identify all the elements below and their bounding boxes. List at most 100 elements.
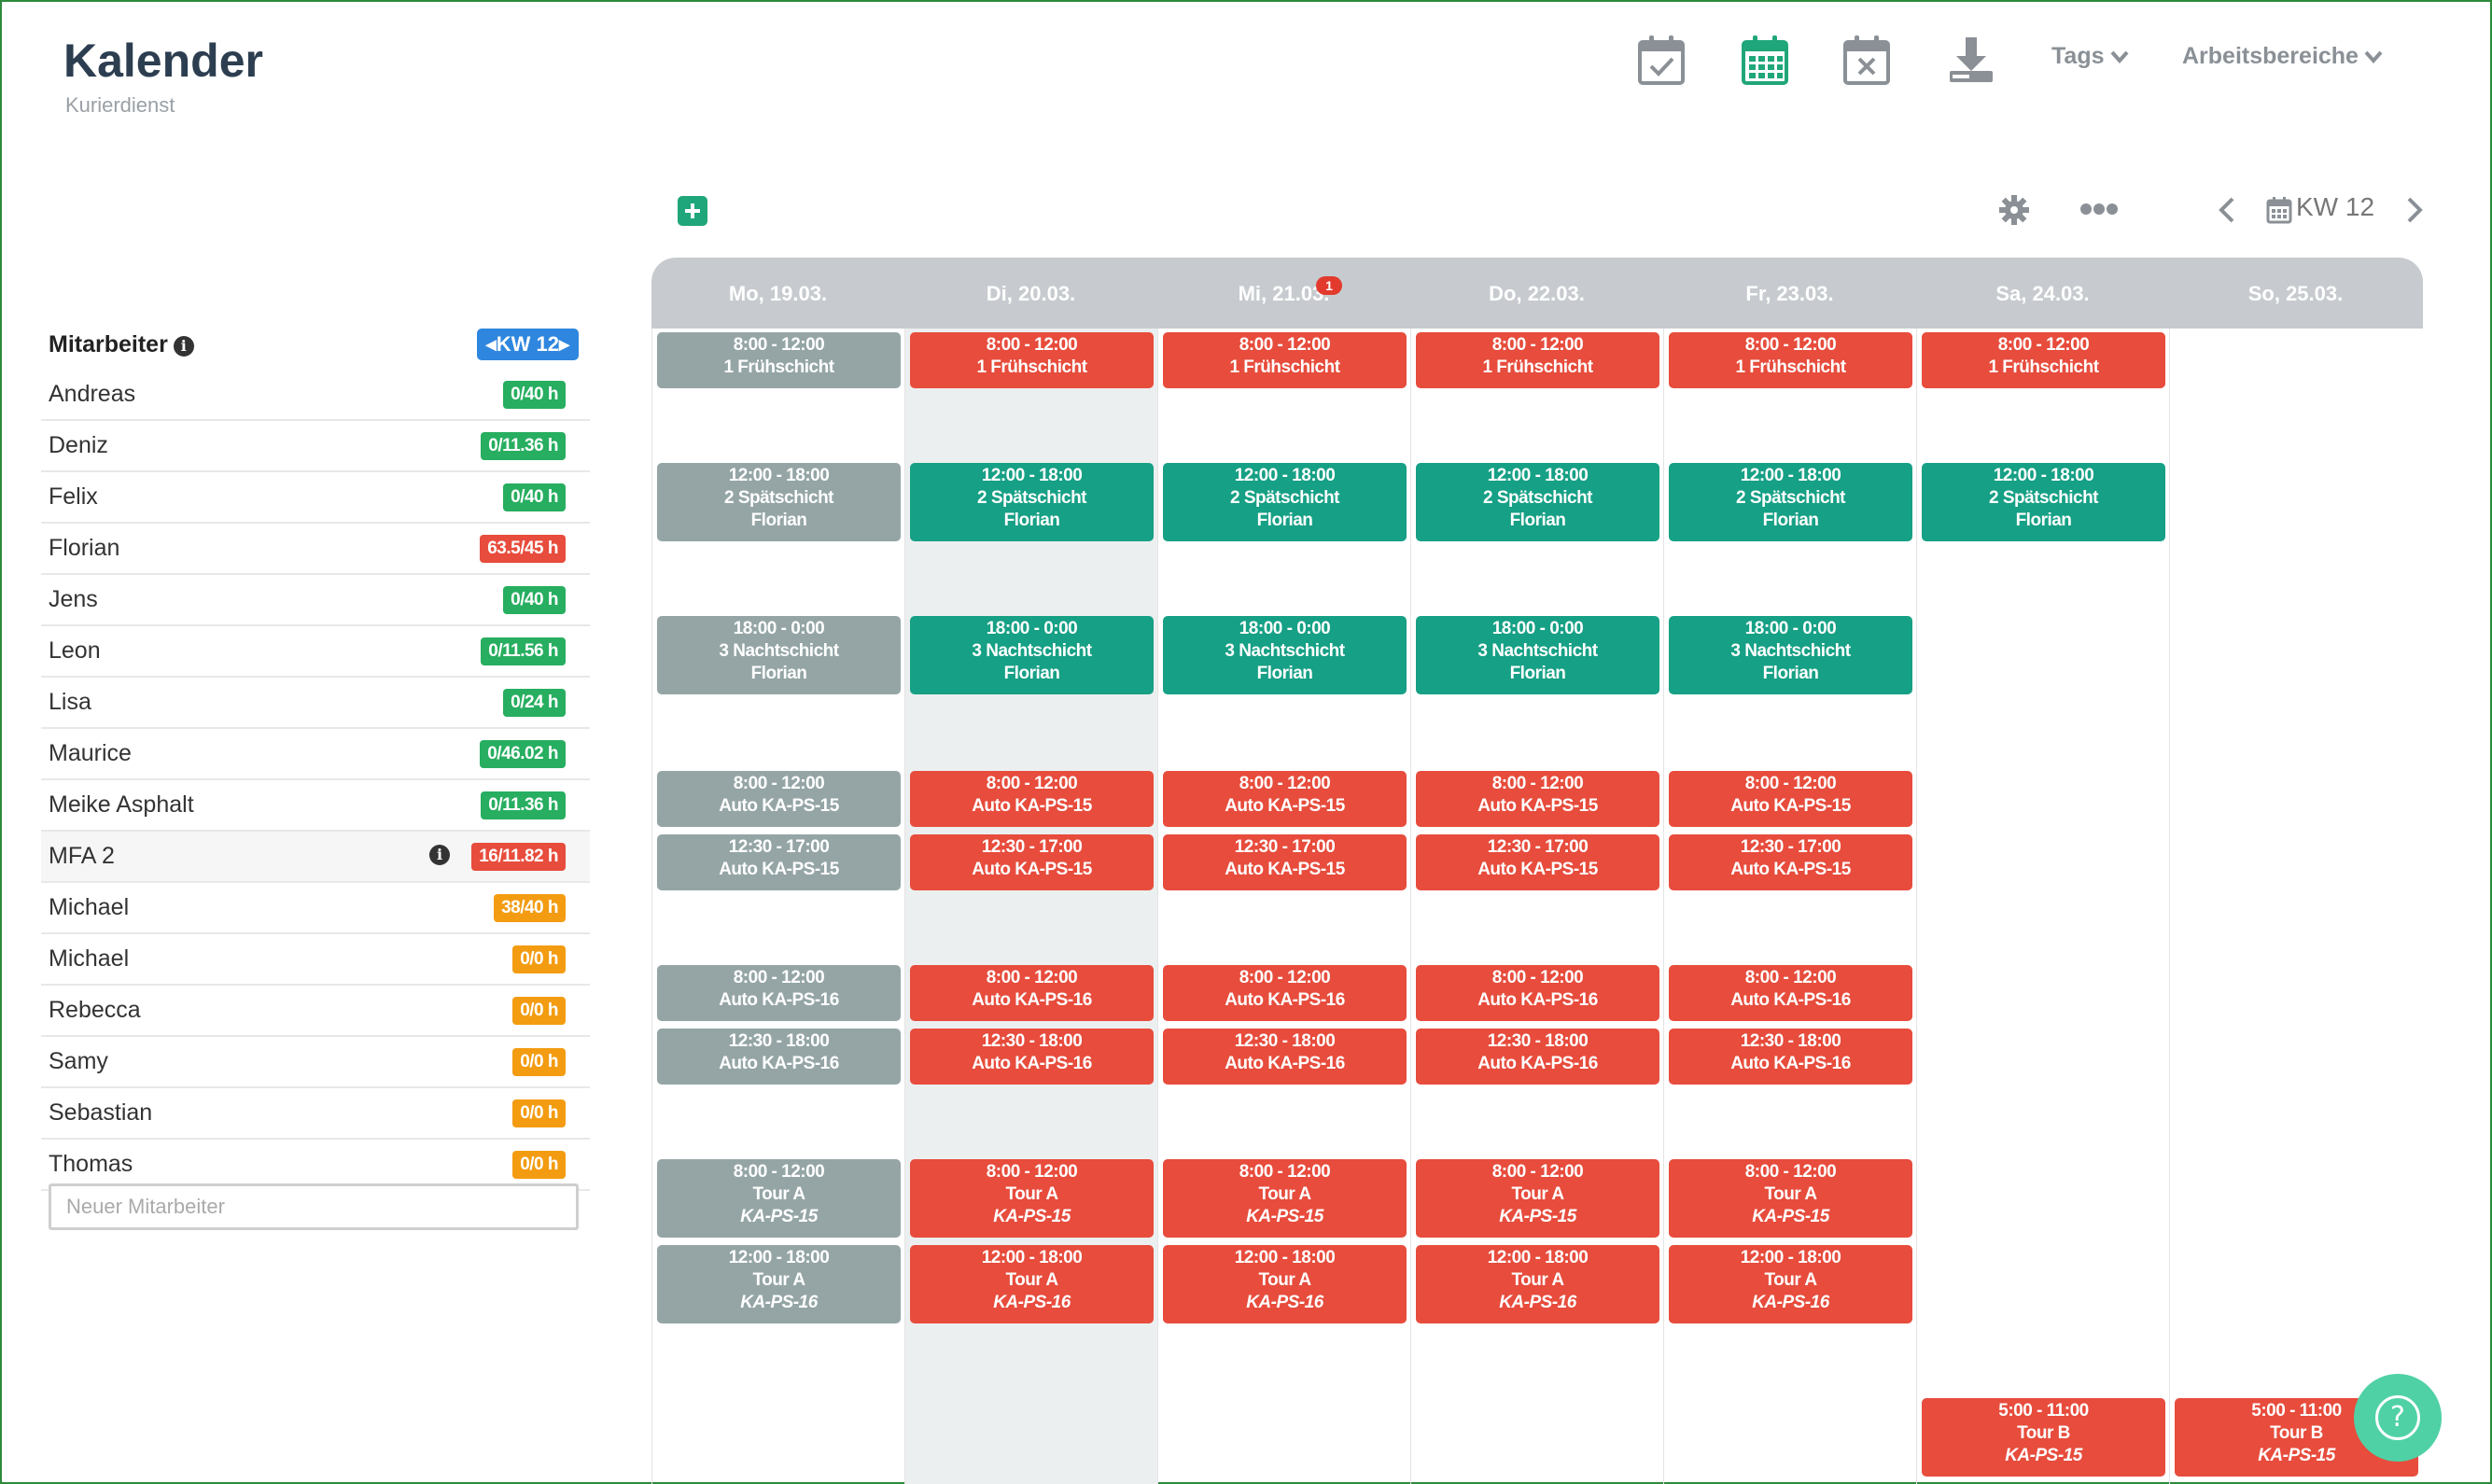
employee-name: Meike Asphalt <box>49 791 194 818</box>
shift-block[interactable]: 18:00 - 0:00 3 Nachtschicht Florian <box>910 616 1154 694</box>
employee-row[interactable]: Sebastian 0/0 h <box>41 1088 590 1140</box>
employee-row[interactable]: Felix 0/40 h <box>41 472 590 524</box>
day-column[interactable] <box>1916 329 2169 1484</box>
chevron-left-icon[interactable] <box>2217 196 2237 224</box>
shift-block[interactable]: 18:00 - 0:00 3 Nachtschicht Florian <box>657 616 901 694</box>
shift-block[interactable]: 8:00 - 12:00 Auto KA-PS-16 <box>1416 965 1659 1021</box>
day-column[interactable] <box>1410 329 1663 1484</box>
day-column[interactable] <box>1663 329 1916 1484</box>
shift-block[interactable]: 12:30 - 17:00 Auto KA-PS-15 <box>910 834 1154 890</box>
employee-row[interactable]: MFA 2 i 16/11.82 h <box>41 832 590 883</box>
shift-name: Auto KA-PS-16 <box>1477 990 1598 1010</box>
day-column[interactable] <box>1157 329 1410 1484</box>
day-header[interactable]: Mi, 21.03. <box>1238 282 1330 305</box>
shift-block[interactable]: 8:00 - 12:00 Auto KA-PS-15 <box>1163 771 1407 827</box>
calendar-check-icon[interactable] <box>1637 34 1686 86</box>
shift-block[interactable]: 12:00 - 18:00 2 Spätschicht Florian <box>1669 463 1912 541</box>
shift-block[interactable]: 8:00 - 12:00 1 Frühschicht <box>910 332 1154 388</box>
employee-row[interactable]: Michael 0/0 h <box>41 934 590 986</box>
day-header[interactable]: So, 25.03. <box>2247 282 2344 305</box>
shift-block[interactable]: 8:00 - 12:00 Auto KA-PS-15 <box>1416 771 1659 827</box>
shift-block[interactable]: 8:00 - 12:00 Auto KA-PS-16 <box>1669 965 1912 1021</box>
shift-block[interactable]: 8:00 - 12:00 1 Frühschicht <box>1416 332 1659 388</box>
info-icon[interactable]: i <box>429 845 450 865</box>
shift-block[interactable]: 8:00 - 12:00 Tour A KA-PS-15 <box>1669 1159 1912 1238</box>
shift-block[interactable]: 8:00 - 12:00 Auto KA-PS-15 <box>1669 771 1912 827</box>
chevron-right-icon[interactable] <box>2404 196 2425 224</box>
day-header[interactable]: Do, 22.03. <box>1489 282 1585 305</box>
help-button[interactable]: ? <box>2354 1374 2442 1462</box>
shift-block[interactable]: 18:00 - 0:00 3 Nachtschicht Florian <box>1416 616 1659 694</box>
shift-block[interactable]: 12:00 - 18:00 2 Spätschicht Florian <box>1416 463 1659 541</box>
shift-block[interactable]: 12:30 - 18:00 Auto KA-PS-16 <box>657 1029 901 1085</box>
employee-row[interactable]: Samy 0/0 h <box>41 1037 590 1088</box>
shift-block[interactable]: 12:30 - 17:00 Auto KA-PS-15 <box>1669 834 1912 890</box>
new-employee-input[interactable] <box>49 1183 579 1230</box>
shift-detail: KA-PS-16 <box>993 1293 1071 1312</box>
employee-row[interactable]: Maurice 0/46.02 h <box>41 729 590 780</box>
shift-block[interactable]: 12:30 - 17:00 Auto KA-PS-15 <box>1163 834 1407 890</box>
add-shift-button[interactable] <box>678 196 707 226</box>
shift-block[interactable]: 12:00 - 18:00 2 Spätschicht Florian <box>657 463 901 541</box>
shift-block[interactable]: 12:00 - 18:00 Tour A KA-PS-16 <box>1416 1245 1659 1323</box>
shift-block[interactable]: 8:00 - 12:00 Tour A KA-PS-15 <box>657 1159 901 1238</box>
shift-block[interactable]: 8:00 - 12:00 1 Frühschicht <box>657 332 901 388</box>
day-column[interactable] <box>651 329 904 1484</box>
day-header[interactable]: Sa, 24.03. <box>1995 282 2090 305</box>
download-icon[interactable] <box>1947 34 1995 86</box>
info-icon[interactable]: i <box>173 336 194 357</box>
week-badge[interactable]: ◂KW 12▸ <box>476 329 579 360</box>
calendar-x-icon[interactable] <box>1842 34 1891 86</box>
employee-row[interactable]: Rebecca 0/0 h <box>41 986 590 1037</box>
shift-block[interactable]: 12:30 - 18:00 Auto KA-PS-16 <box>1669 1029 1912 1085</box>
shift-block[interactable]: 12:30 - 18:00 Auto KA-PS-16 <box>910 1029 1154 1085</box>
shift-block[interactable]: 8:00 - 12:00 Auto KA-PS-16 <box>657 965 901 1021</box>
shift-block[interactable]: 18:00 - 0:00 3 Nachtschicht Florian <box>1669 616 1912 694</box>
shift-block[interactable]: 12:30 - 18:00 Auto KA-PS-16 <box>1416 1029 1659 1085</box>
gear-icon[interactable] <box>1998 194 2030 226</box>
shift-block[interactable]: 12:30 - 18:00 Auto KA-PS-16 <box>1163 1029 1407 1085</box>
shift-block[interactable]: 8:00 - 12:00 Auto KA-PS-15 <box>910 771 1154 827</box>
week-label[interactable]: KW 12 <box>2296 192 2375 221</box>
day-header[interactable]: Di, 20.03. <box>986 282 1076 305</box>
employee-row[interactable]: Lisa 0/24 h <box>41 678 590 729</box>
shift-block[interactable]: 12:00 - 18:00 Tour A KA-PS-16 <box>910 1245 1154 1323</box>
day-column[interactable] <box>2169 329 2422 1484</box>
shift-block[interactable]: 18:00 - 0:00 3 Nachtschicht Florian <box>1163 616 1407 694</box>
page-subtitle: Kurierdienst <box>65 93 175 117</box>
notification-badge[interactable]: 1 <box>1316 276 1342 295</box>
shift-block[interactable]: 8:00 - 12:00 Auto KA-PS-15 <box>657 771 901 827</box>
page-title: Kalender <box>63 35 263 87</box>
shift-block[interactable]: 12:00 - 18:00 2 Spätschicht Florian <box>910 463 1154 541</box>
shift-block[interactable]: 8:00 - 12:00 Auto KA-PS-16 <box>910 965 1154 1021</box>
employee-row[interactable]: Michael 38/40 h <box>41 883 590 934</box>
shift-block[interactable]: 12:00 - 18:00 Tour A KA-PS-16 <box>1163 1245 1407 1323</box>
more-icon[interactable] <box>2079 202 2119 217</box>
shift-block[interactable]: 8:00 - 12:00 Tour A KA-PS-15 <box>910 1159 1154 1238</box>
shift-block[interactable]: 8:00 - 12:00 1 Frühschicht <box>1163 332 1407 388</box>
employee-row[interactable]: Jens 0/40 h <box>41 575 590 626</box>
employee-row[interactable]: Leon 0/11.56 h <box>41 626 590 678</box>
tags-label: Tags <box>2051 43 2105 69</box>
shift-block[interactable]: 8:00 - 12:00 Tour A KA-PS-15 <box>1163 1159 1407 1238</box>
areas-dropdown[interactable]: Arbeitsbereiche <box>2182 43 2383 70</box>
employee-row[interactable]: Meike Asphalt 0/11.36 h <box>41 780 590 832</box>
shift-block[interactable]: 8:00 - 12:00 Tour A KA-PS-15 <box>1416 1159 1659 1238</box>
shift-block[interactable]: 8:00 - 12:00 1 Frühschicht <box>1669 332 1912 388</box>
shift-block[interactable]: 5:00 - 11:00 Tour B KA-PS-15 <box>1922 1398 2165 1477</box>
shift-block[interactable]: 12:00 - 18:00 Tour A KA-PS-16 <box>1669 1245 1912 1323</box>
employee-row[interactable]: Andreas 0/40 h <box>41 370 590 421</box>
shift-block[interactable]: 8:00 - 12:00 Auto KA-PS-16 <box>1163 965 1407 1021</box>
shift-block[interactable]: 12:00 - 18:00 Tour A KA-PS-16 <box>657 1245 901 1323</box>
tags-dropdown[interactable]: Tags <box>2051 43 2129 70</box>
calendar-grid-icon[interactable] <box>1741 34 1789 86</box>
day-header[interactable]: Fr, 23.03. <box>1745 282 1834 305</box>
employee-row[interactable]: Deniz 0/11.36 h <box>41 421 590 472</box>
employee-row[interactable]: Florian 63.5/45 h <box>41 524 590 575</box>
shift-block[interactable]: 12:00 - 18:00 2 Spätschicht Florian <box>1922 463 2165 541</box>
shift-block[interactable]: 12:00 - 18:00 2 Spätschicht Florian <box>1163 463 1407 541</box>
shift-block[interactable]: 12:30 - 17:00 Auto KA-PS-15 <box>1416 834 1659 890</box>
day-header[interactable]: Mo, 19.03. <box>728 282 828 305</box>
shift-block[interactable]: 8:00 - 12:00 1 Frühschicht <box>1922 332 2165 388</box>
shift-block[interactable]: 12:30 - 17:00 Auto KA-PS-15 <box>657 834 901 890</box>
